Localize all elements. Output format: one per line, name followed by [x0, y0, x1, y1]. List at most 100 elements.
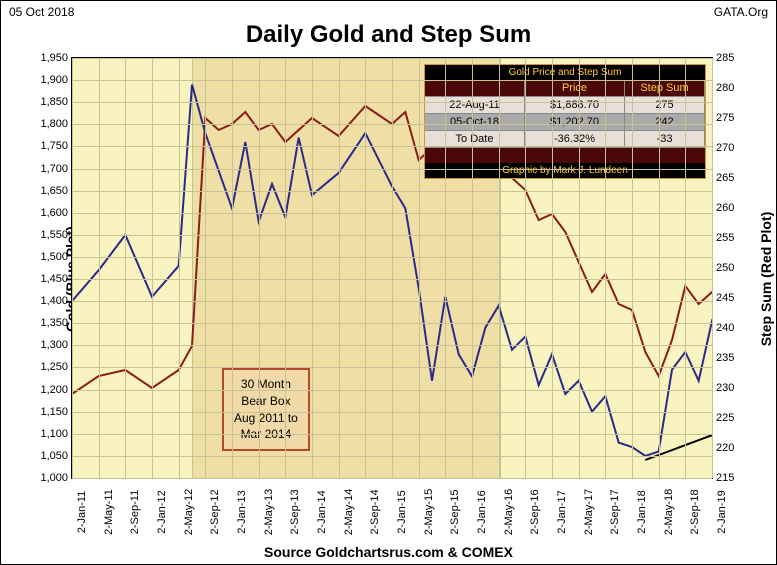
y-tick-right: 260 — [712, 202, 746, 214]
x-tick: 2-Sep-13 — [285, 489, 301, 534]
gridline-v — [579, 58, 580, 478]
y-tick-left: 1,650 — [28, 185, 72, 197]
x-tick: 2-Jan-15 — [392, 490, 408, 533]
x-tick: 2-Jan-11 — [72, 491, 88, 534]
inset-table: Gold Price and Step SumPriceStep Sum22-A… — [424, 64, 706, 179]
y-tick-right: 275 — [712, 112, 746, 124]
gridline-v — [72, 58, 73, 478]
bear-box-line: Mar 2014 — [234, 426, 298, 443]
inset-cell: 242 — [625, 114, 705, 131]
x-tick: 2-Jan-19 — [712, 490, 728, 533]
y-tick-left: 1,450 — [28, 273, 72, 285]
x-tick: 2-Sep-12 — [205, 489, 221, 534]
y-tick-right: 220 — [712, 442, 746, 454]
y-tick-right: 215 — [712, 472, 746, 484]
x-tick: 2-Sep-11 — [125, 490, 141, 534]
y-tick-left: 1,100 — [28, 428, 72, 440]
x-tick: 2-May-11 — [99, 489, 115, 535]
x-tick: 2-May-12 — [179, 489, 195, 535]
x-tick: 2-Sep-14 — [365, 489, 381, 534]
header-source: GATA.Org — [714, 5, 768, 19]
x-tick: 2-May-14 — [339, 489, 355, 535]
y-tick-left: 1,500 — [28, 251, 72, 263]
inset-cell: 05-Oct-18 — [425, 114, 525, 131]
gridline-v — [712, 58, 713, 478]
y-tick-right: 285 — [712, 52, 746, 64]
inset-col-header: Step Sum — [625, 80, 705, 97]
y-tick-right: 255 — [712, 232, 746, 244]
y-tick-left: 1,300 — [28, 339, 72, 351]
y-tick-right: 250 — [712, 262, 746, 274]
gridline-v — [472, 58, 473, 478]
plot-area: 30 MonthBear BoxAug 2011 toMar 2014 Gold… — [71, 57, 713, 479]
y-tick-right: 270 — [712, 142, 746, 154]
gridline-v — [365, 58, 366, 478]
y-tick-left: 1,000 — [28, 472, 72, 484]
gridline-v — [125, 58, 126, 478]
inset-cell: 22-Aug-11 — [425, 97, 525, 114]
y-tick-left: 1,750 — [28, 140, 72, 152]
x-tick: 2-Jan-13 — [232, 490, 248, 533]
x-tick: 2-Jan-18 — [632, 490, 648, 533]
x-tick: 2-May-17 — [579, 489, 595, 535]
gridline-v — [99, 58, 100, 478]
x-tick: 2-Sep-18 — [685, 489, 701, 534]
x-tick: 2-May-16 — [499, 489, 515, 535]
gridline-v — [392, 58, 393, 478]
x-tick: 2-Sep-17 — [605, 489, 621, 534]
y-tick-left: 1,950 — [28, 52, 72, 64]
y-tick-left: 1,700 — [28, 163, 72, 175]
gridline-v — [659, 58, 660, 478]
x-tick: 2-Jan-14 — [312, 490, 328, 533]
gridline-v — [632, 58, 633, 478]
y-tick-left: 1,900 — [28, 74, 72, 86]
gridline-v — [179, 58, 180, 478]
inset-cell: $1,888.70 — [525, 97, 625, 114]
inset-footer: Graphic by Mark J. Lundeen — [425, 163, 705, 178]
gridline-v — [152, 58, 153, 478]
y-tick-right: 240 — [712, 322, 746, 334]
y-axis-label-right: Step Sum (Red Plot) — [758, 209, 774, 349]
gridline-v — [419, 58, 420, 478]
y-tick-left: 1,600 — [28, 207, 72, 219]
gridline-h — [72, 478, 712, 479]
gridline-v — [605, 58, 606, 478]
x-tick: 2-Jan-17 — [552, 490, 568, 533]
y-tick-left: 1,050 — [28, 450, 72, 462]
chart-title: Daily Gold and Step Sum — [1, 21, 776, 49]
bear-box-line: Bear Box — [234, 393, 298, 410]
gridline-v — [499, 58, 500, 478]
gridline-v — [205, 58, 206, 478]
x-tick: 2-Sep-15 — [445, 489, 461, 534]
gridline-v — [312, 58, 313, 478]
x-tick: 2-Jan-12 — [152, 490, 168, 533]
y-tick-left: 1,250 — [28, 361, 72, 373]
y-tick-left: 1,350 — [28, 317, 72, 329]
y-tick-right: 280 — [712, 82, 746, 94]
chart-caption: Source Goldchartsrus.com & COMEX — [1, 544, 776, 560]
gridline-v — [259, 58, 260, 478]
inset-cell: 275 — [625, 97, 705, 114]
chart-container: 05 Oct 2018 GATA.Org Daily Gold and Step… — [0, 0, 777, 565]
x-tick: 2-May-13 — [259, 489, 275, 535]
x-tick: 2-Sep-16 — [525, 489, 541, 534]
gridline-v — [525, 58, 526, 478]
y-tick-left: 1,150 — [28, 406, 72, 418]
inset-title: Gold Price and Step Sum — [425, 65, 705, 80]
y-tick-left: 1,400 — [28, 295, 72, 307]
x-tick: 2-May-15 — [419, 489, 435, 535]
y-tick-right: 230 — [712, 382, 746, 394]
gridline-v — [685, 58, 686, 478]
y-tick-right: 225 — [712, 412, 746, 424]
y-tick-right: 265 — [712, 172, 746, 184]
gridline-v — [552, 58, 553, 478]
gridline-v — [232, 58, 233, 478]
y-tick-left: 1,850 — [28, 96, 72, 108]
inset-col-header — [425, 80, 525, 97]
y-tick-right: 235 — [712, 352, 746, 364]
header-date: 05 Oct 2018 — [9, 5, 74, 19]
inset-sep — [425, 148, 705, 163]
y-tick-left: 1,800 — [28, 118, 72, 130]
gridline-v — [339, 58, 340, 478]
y-tick-left: 1,200 — [28, 384, 72, 396]
